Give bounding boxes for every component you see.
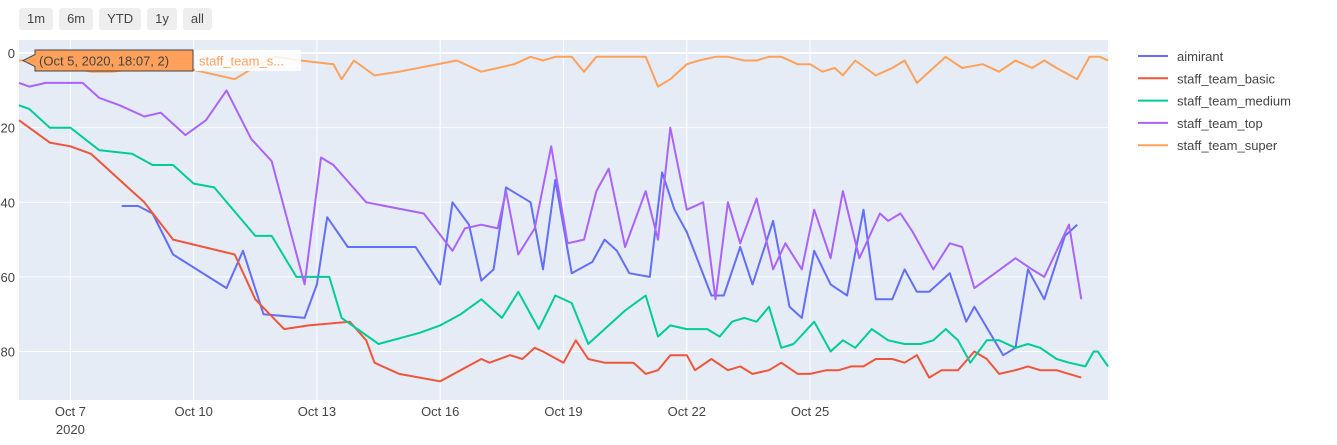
gridlines [19, 40, 1108, 400]
legend: aimirant staff_team_basic staff_team_mediu… [1138, 49, 1291, 153]
range-button-6m[interactable]: 6m [59, 8, 94, 30]
range-button-all[interactable]: all [182, 8, 212, 30]
y-axis: 0 20 40 60 80 [1, 46, 15, 359]
range-button-ytd[interactable]: YTD [99, 8, 142, 30]
series-line-staff-team-basic[interactable] [18, 119, 1082, 383]
series-line-staff-team-medium[interactable] [18, 104, 1109, 368]
legend-label[interactable]: aimirant [1177, 49, 1224, 64]
hover-series-name: staff_team_s... [199, 54, 284, 69]
x-tick-label: Oct 7 [55, 404, 86, 419]
y-tick-label: 80 [1, 345, 15, 360]
hover-value-label: (Oct 5, 2020, 18:07, 2) [39, 54, 169, 69]
hover-label: (Oct 5, 2020, 18:07, 2) staff_team_s... [21, 49, 301, 72]
y-tick-label: 0 [8, 46, 15, 61]
hover-name-background [195, 50, 301, 72]
x-axis: Oct 7 2020 Oct 10 Oct 13 Oct 16 Oct 19 Oct 22 O… [55, 404, 829, 437]
series-line-aimirant[interactable] [121, 171, 1078, 357]
x-tick-label: Oct 22 [668, 404, 706, 419]
x-tick-label: Oct 10 [175, 404, 213, 419]
x-tick-label: Oct 16 [421, 404, 459, 419]
legend-label[interactable]: staff_team_basic [1177, 71, 1276, 86]
x-tick-year: 2020 [56, 422, 85, 437]
x-tick-label: Oct 13 [298, 404, 336, 419]
series-line-staff-team-top[interactable] [18, 81, 1083, 301]
hover-box [21, 49, 194, 72]
legend-label[interactable]: staff_team_top [1177, 116, 1263, 131]
x-tick-label: Oct 19 [544, 404, 582, 419]
x-tick-label: Oct 25 [791, 404, 829, 419]
range-button-1y[interactable]: 1y [147, 8, 177, 30]
range-button-1m[interactable]: 1m [19, 8, 54, 30]
legend-label[interactable]: staff_team_medium [1177, 94, 1291, 109]
series-lines [18, 55, 1109, 383]
y-tick-label: 40 [1, 195, 15, 210]
legend-label[interactable]: staff_team_super [1177, 138, 1278, 153]
y-tick-label: 60 [1, 270, 15, 285]
range-selector: 1m 6m YTD 1y all [19, 8, 212, 30]
y-tick-label: 20 [1, 121, 15, 136]
